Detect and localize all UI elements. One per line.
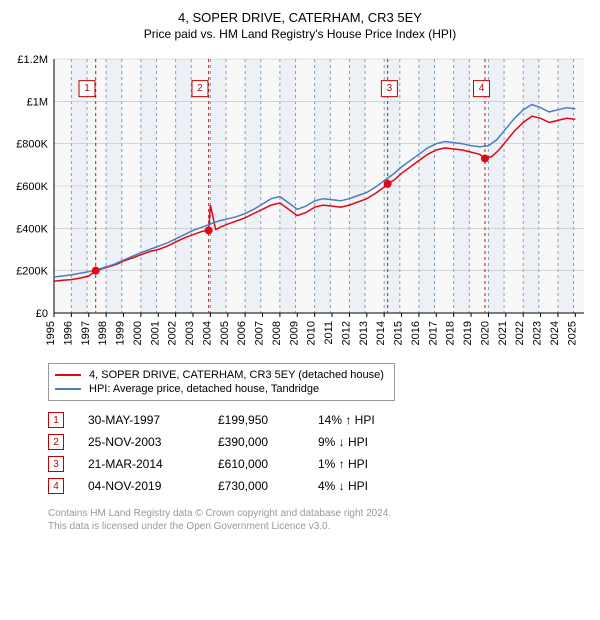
svg-text:2012: 2012 bbox=[340, 321, 352, 345]
svg-text:2003: 2003 bbox=[184, 321, 196, 345]
svg-text:2013: 2013 bbox=[358, 321, 370, 345]
legend-label: 4, SOPER DRIVE, CATERHAM, CR3 5EY (detac… bbox=[89, 369, 384, 381]
sales-table: 1 30-MAY-1997£199,95014% ↑ HPI 2 25-NOV-200… bbox=[48, 409, 590, 497]
svg-text:1997: 1997 bbox=[80, 321, 92, 345]
sale-row: 1 30-MAY-1997£199,95014% ↑ HPI bbox=[48, 409, 590, 431]
svg-text:£1.2M: £1.2M bbox=[17, 54, 48, 66]
svg-text:2005: 2005 bbox=[219, 321, 231, 345]
svg-text:4: 4 bbox=[479, 83, 485, 94]
svg-text:1996: 1996 bbox=[62, 321, 74, 345]
svg-text:2015: 2015 bbox=[393, 321, 405, 345]
svg-text:1998: 1998 bbox=[97, 321, 109, 345]
sale-delta: 9% ↓ HPI bbox=[318, 435, 428, 449]
svg-text:2022: 2022 bbox=[514, 321, 526, 345]
sale-row: 2 25-NOV-2003£390,0009% ↓ HPI bbox=[48, 431, 590, 453]
svg-text:2025: 2025 bbox=[566, 321, 578, 345]
legend-item: HPI: Average price, detached house, Tand… bbox=[55, 382, 384, 396]
sale-marker-badge: 1 bbox=[48, 412, 64, 428]
sale-price: £610,000 bbox=[218, 457, 318, 471]
sale-row: 3 21-MAR-2014£610,0001% ↑ HPI bbox=[48, 453, 590, 475]
legend-swatch bbox=[55, 374, 81, 376]
svg-text:1999: 1999 bbox=[115, 321, 127, 345]
svg-text:1995: 1995 bbox=[45, 321, 57, 345]
sale-marker-badge: 2 bbox=[48, 434, 64, 450]
svg-text:2002: 2002 bbox=[167, 321, 179, 345]
footnote-line-1: Contains HM Land Registry data © Crown c… bbox=[48, 507, 590, 520]
svg-text:2000: 2000 bbox=[132, 321, 144, 345]
svg-text:£800K: £800K bbox=[16, 139, 48, 151]
sale-marker-badge: 4 bbox=[48, 478, 64, 494]
svg-text:2019: 2019 bbox=[462, 321, 474, 345]
svg-text:3: 3 bbox=[387, 83, 393, 94]
sale-row: 4 04-NOV-2019£730,0004% ↓ HPI bbox=[48, 475, 590, 497]
svg-text:2: 2 bbox=[197, 83, 203, 94]
sale-price: £199,950 bbox=[218, 413, 318, 427]
sale-delta: 1% ↑ HPI bbox=[318, 457, 428, 471]
svg-text:2006: 2006 bbox=[236, 321, 248, 345]
chart-subtitle: Price paid vs. HM Land Registry's House … bbox=[10, 27, 590, 41]
sale-point-3 bbox=[384, 180, 392, 188]
svg-text:2018: 2018 bbox=[445, 321, 457, 345]
sale-delta: 14% ↑ HPI bbox=[318, 413, 428, 427]
sale-date: 30-MAY-1997 bbox=[88, 413, 218, 427]
svg-text:2008: 2008 bbox=[271, 321, 283, 345]
legend-label: HPI: Average price, detached house, Tand… bbox=[89, 383, 319, 395]
sale-date: 25-NOV-2003 bbox=[88, 435, 218, 449]
chart-title: 4, SOPER DRIVE, CATERHAM, CR3 5EY bbox=[10, 10, 590, 25]
svg-text:£0: £0 bbox=[36, 308, 48, 320]
svg-text:£600K: £600K bbox=[16, 181, 48, 193]
svg-text:2010: 2010 bbox=[306, 321, 318, 345]
svg-text:1: 1 bbox=[84, 83, 90, 94]
svg-text:2016: 2016 bbox=[410, 321, 422, 345]
svg-text:2004: 2004 bbox=[201, 321, 213, 345]
sale-price: £730,000 bbox=[218, 479, 318, 493]
svg-text:2011: 2011 bbox=[323, 321, 335, 345]
svg-text:2001: 2001 bbox=[149, 321, 161, 345]
svg-text:2024: 2024 bbox=[549, 321, 561, 345]
svg-text:2023: 2023 bbox=[532, 321, 544, 345]
svg-text:2017: 2017 bbox=[427, 321, 439, 345]
sale-price: £390,000 bbox=[218, 435, 318, 449]
footnote: Contains HM Land Registry data © Crown c… bbox=[48, 507, 590, 533]
chart-area: £0 £200K £400K £600K £800K £1M £1.2M 1995 1996 19… bbox=[10, 51, 590, 351]
sale-point-4 bbox=[481, 154, 489, 162]
svg-text:£200K: £200K bbox=[16, 266, 48, 278]
svg-text:£400K: £400K bbox=[16, 223, 48, 235]
chart-svg: £0 £200K £400K £600K £800K £1M £1.2M 1995 1996 19… bbox=[10, 51, 590, 351]
legend: 4, SOPER DRIVE, CATERHAM, CR3 5EY (detac… bbox=[48, 363, 395, 401]
sale-marker-badge: 3 bbox=[48, 456, 64, 472]
legend-swatch bbox=[55, 388, 81, 390]
svg-text:2020: 2020 bbox=[479, 321, 491, 345]
sale-delta: 4% ↓ HPI bbox=[318, 479, 428, 493]
svg-text:2021: 2021 bbox=[497, 321, 509, 345]
svg-text:2014: 2014 bbox=[375, 321, 387, 345]
svg-text:£1M: £1M bbox=[27, 96, 48, 108]
svg-text:2009: 2009 bbox=[288, 321, 300, 345]
sale-date: 04-NOV-2019 bbox=[88, 479, 218, 493]
sale-point-2 bbox=[205, 226, 213, 234]
sale-date: 21-MAR-2014 bbox=[88, 457, 218, 471]
legend-item: 4, SOPER DRIVE, CATERHAM, CR3 5EY (detac… bbox=[55, 368, 384, 382]
svg-text:2007: 2007 bbox=[254, 321, 266, 345]
footnote-line-2: This data is licensed under the Open Gov… bbox=[48, 520, 590, 533]
sale-point-1 bbox=[92, 267, 100, 275]
